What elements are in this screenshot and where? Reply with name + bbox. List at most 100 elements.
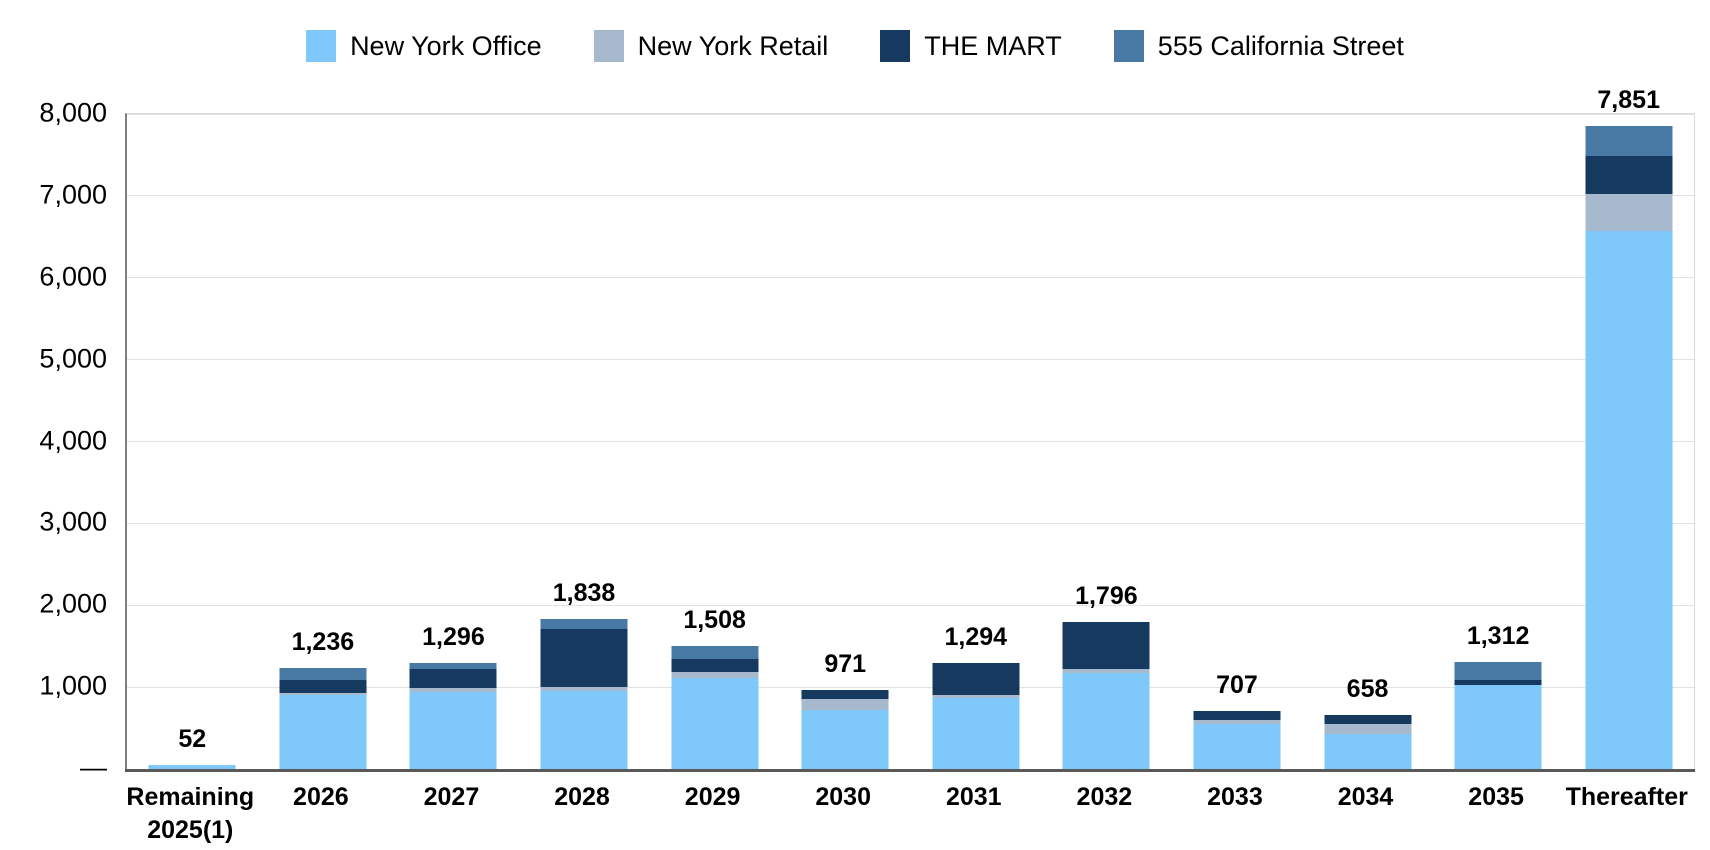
chart-legend: New York Office New York Retail THE MART 55…	[0, 30, 1710, 62]
gridline	[127, 686, 1694, 688]
y-tick-label: 3,000	[39, 506, 107, 537]
bar-segment	[671, 672, 759, 679]
bar-stack	[1062, 621, 1150, 769]
bar-segment	[1585, 126, 1673, 157]
bar-segment	[932, 698, 1020, 769]
bar-total-label: 1,296	[422, 622, 485, 651]
bar-stack	[932, 663, 1020, 769]
legend-item: New York Office	[306, 30, 542, 62]
bar-total-label: 1,312	[1466, 621, 1530, 650]
bar-stack	[409, 662, 497, 769]
bar-segment	[279, 667, 367, 680]
bar-total-label: 1,508	[683, 605, 746, 634]
bar-segment	[1454, 680, 1542, 686]
bar-stack	[1454, 661, 1542, 769]
bar-segment	[1062, 672, 1150, 769]
bar-segment	[932, 663, 1020, 695]
bar-stack	[671, 645, 759, 769]
y-tick-label: 6,000	[39, 261, 107, 292]
gridline	[127, 522, 1694, 524]
bar-segment	[1193, 711, 1281, 720]
bar-stack	[801, 689, 889, 769]
bar-total-label: 52	[178, 724, 207, 753]
bar-segment	[540, 628, 628, 687]
x-tick-label: 2034	[1337, 783, 1394, 811]
legend-item: New York Retail	[593, 30, 828, 62]
bar-stack	[1585, 126, 1673, 769]
x-tick-label: 2027	[423, 783, 480, 811]
bar-segment	[148, 764, 236, 769]
bar-segment	[540, 686, 628, 691]
x-tick-label: 2032	[1076, 783, 1133, 811]
bar-stack	[540, 618, 628, 769]
bar-column: 1,312	[1433, 114, 1564, 769]
bar-column: 1,508	[649, 114, 780, 769]
x-tick-label: 2033	[1207, 783, 1263, 811]
legend-swatch-icon	[593, 30, 624, 62]
legend-label: New York Office	[350, 30, 542, 61]
bar-total-label: 658	[1346, 675, 1389, 704]
bar-segment	[409, 688, 497, 692]
bar-total-label: 1,236	[291, 627, 355, 656]
bar-stack	[279, 667, 367, 769]
y-tick-label: 2,000	[39, 588, 107, 619]
bar-stack	[148, 764, 236, 769]
bar-total-label: 1,294	[944, 623, 1008, 652]
x-tick-label: 2035	[1468, 783, 1524, 811]
y-tick-label: 1,000	[39, 670, 107, 701]
legend-label: THE MART	[924, 30, 1062, 61]
bar-column: 52	[127, 114, 258, 769]
legend-swatch-icon	[306, 30, 337, 62]
bar-column: 1,296	[388, 114, 519, 769]
bar-segment	[801, 689, 889, 700]
bar-segment	[1324, 723, 1412, 734]
legend-item: 555 California Street	[1113, 30, 1404, 62]
x-tick-label: 2031	[945, 783, 1002, 811]
bar-segment	[1062, 621, 1150, 670]
gridline	[127, 113, 1694, 115]
bar-segment	[671, 678, 759, 769]
bar-column: 658	[1302, 114, 1433, 769]
bar-segment	[1454, 685, 1542, 769]
bar-segment	[1324, 715, 1412, 724]
bar-stack	[1324, 715, 1412, 769]
bar-segment	[1193, 724, 1281, 769]
legend-label: 555 California Street	[1157, 30, 1404, 61]
y-tick-label: 7,000	[39, 179, 107, 210]
bar-column: 7,851	[1563, 88, 1694, 769]
bar-segment	[409, 662, 497, 669]
x-tick-label: 2029	[684, 783, 741, 811]
bar-segment	[1324, 733, 1412, 769]
bar-segment	[671, 645, 759, 659]
y-axis-labels: — 1,000 2,000 3,000 4,000 5,000 6,000 7,000 8,00…	[0, 99, 115, 781]
bar-column: 1,838	[519, 114, 650, 769]
bar-segment	[540, 618, 628, 629]
bar-segment	[932, 695, 1020, 699]
gridline	[127, 359, 1694, 361]
bar-segment	[1585, 194, 1673, 231]
legend-item: THE MART	[880, 30, 1062, 62]
bar-segment	[1062, 669, 1150, 673]
bar-column: 1,294	[911, 114, 1042, 769]
y-tick-label: 4,000	[39, 425, 107, 455]
bar-total-label: 1,838	[552, 578, 616, 607]
x-tick-label: 2028	[554, 783, 610, 811]
y-tick-label: 5,000	[39, 343, 107, 374]
legend-swatch-icon	[1113, 30, 1144, 62]
x-tick-label: 2026	[293, 783, 349, 811]
bar-segment	[409, 691, 497, 769]
x-tick-label: 2030	[815, 783, 871, 811]
bar-segment	[1193, 719, 1281, 725]
plot-area: 52 1,236 1,296 1,838 1,508 971 1,294 1,796 707 65…	[125, 88, 1695, 772]
gridline	[127, 277, 1694, 279]
bar-column: 707	[1172, 114, 1303, 769]
x-tick-label: Thereafter	[1565, 783, 1688, 811]
bar-column: 971	[780, 114, 911, 769]
bar-stack	[1193, 711, 1281, 769]
bar-column: 1,796	[1041, 114, 1172, 769]
bar-segment	[279, 679, 367, 694]
bar-segment	[540, 690, 628, 769]
bar-total-label: 7,851	[1597, 86, 1660, 115]
bar-total-label: 707	[1216, 671, 1258, 700]
